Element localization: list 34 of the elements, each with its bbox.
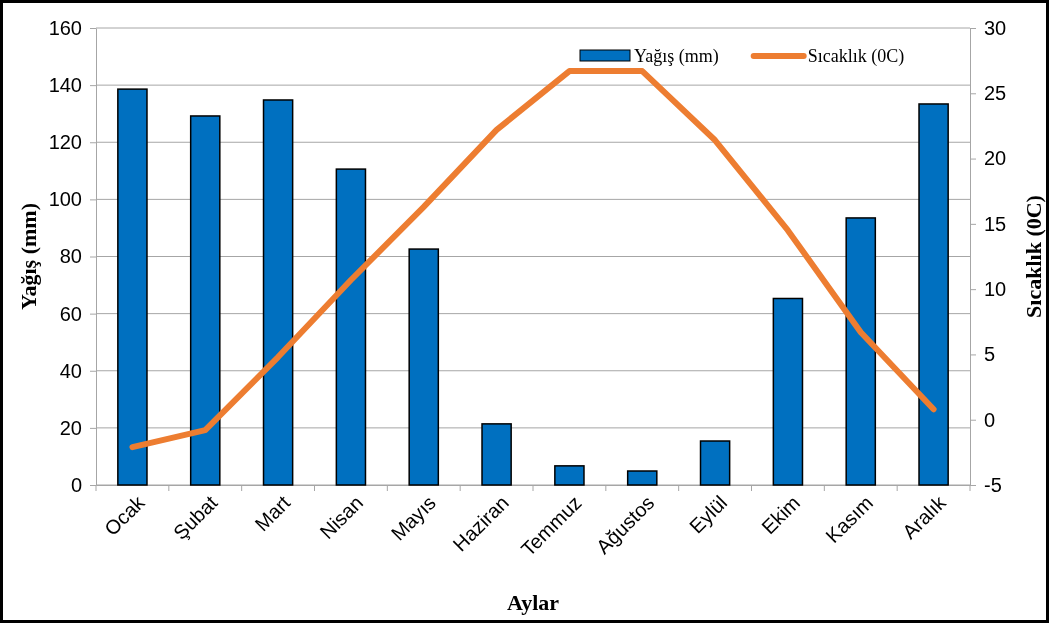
y2-tick-label: 5 [984,343,996,366]
y2-tick-label: 25 [984,82,1007,105]
y2-axis-title: Sıcaklık (0C) [1021,195,1046,318]
y-tick-label: 160 [48,16,82,39]
bar [554,465,585,486]
bar [408,248,440,486]
y-tick-label: 120 [48,131,82,154]
y-tick-label: 80 [59,245,82,268]
bar [189,115,221,486]
bar [481,423,512,486]
y-tick-label: 100 [48,188,82,211]
bar [845,217,877,486]
legend-label: Sıcaklık (0C) [807,46,905,67]
bar [262,99,294,486]
bar [626,470,658,486]
y2-tick-label: 15 [984,212,1007,235]
y2-tick-label: -5 [984,473,1002,496]
y-tick-label: 0 [70,473,82,496]
x-axis-title: Aylar [506,590,560,615]
y-tick-label: 60 [59,302,82,325]
y2-tick-label: 10 [984,278,1007,301]
y-tick-label: 20 [59,416,82,439]
y2-tick-label: 30 [984,16,1007,39]
y2-tick-label: 0 [984,408,996,431]
bar [335,168,367,486]
bar [918,103,949,486]
y-axis-title: Yağış (mm) [16,203,41,310]
y-tick-label: 40 [59,359,82,382]
bar [772,297,804,486]
bar [699,440,731,486]
legend-label: Yağış (mm) [634,46,719,67]
y2-tick-label: 20 [984,147,1007,170]
y-tick-label: 140 [48,74,82,97]
bar [117,88,148,486]
